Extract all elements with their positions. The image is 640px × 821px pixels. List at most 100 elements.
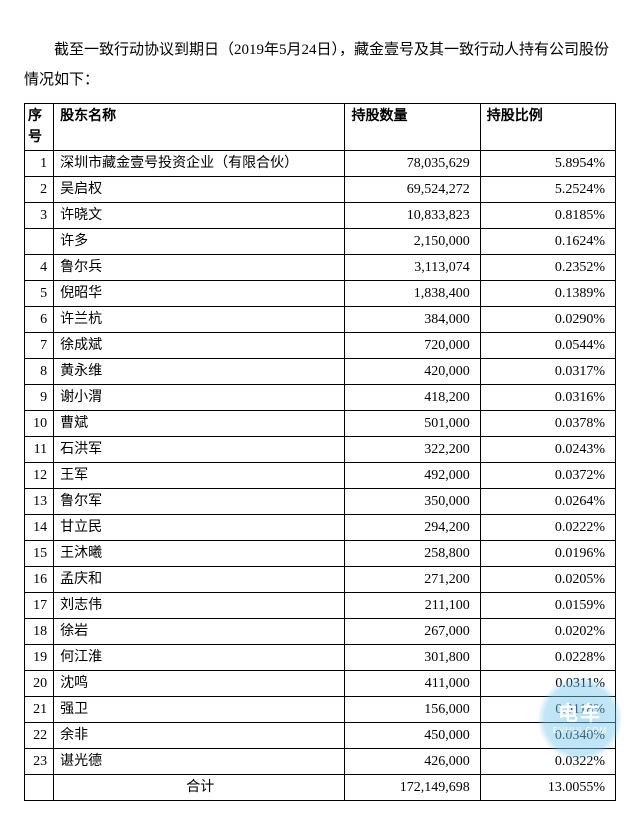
cell-index: 9 <box>25 385 54 411</box>
cell-name: 曹斌 <box>54 411 345 437</box>
cell-percent: 13.0055% <box>480 775 615 801</box>
table-row: 5倪昭华1,838,4000.1389% <box>25 281 616 307</box>
cell-quantity: 2,150,000 <box>345 229 480 255</box>
cell-index <box>25 775 54 801</box>
table-row: 22余非450,0000.0340% <box>25 723 616 749</box>
shareholder-table: 序号 股东名称 持股数量 持股比例 1深圳市藏金壹号投资企业（有限合伙）78,0… <box>24 103 616 801</box>
cell-name: 谢小渭 <box>54 385 345 411</box>
cell-percent: 0.1624% <box>480 229 615 255</box>
cell-index: 21 <box>25 697 54 723</box>
table-row: 6许兰杭384,0000.0290% <box>25 307 616 333</box>
cell-percent: 0.0372% <box>480 463 615 489</box>
cell-quantity: 3,113,074 <box>345 255 480 281</box>
cell-index: 22 <box>25 723 54 749</box>
cell-index: 14 <box>25 515 54 541</box>
cell-percent: 0.0317% <box>480 359 615 385</box>
cell-name: 何江淮 <box>54 645 345 671</box>
cell-name: 徐成斌 <box>54 333 345 359</box>
cell-percent: 0.0118% <box>480 697 615 723</box>
cell-percent: 0.0544% <box>480 333 615 359</box>
col-header-quantity: 持股数量 <box>345 104 480 151</box>
col-header-name: 股东名称 <box>54 104 345 151</box>
table-row: 4鲁尔兵3,113,0740.2352% <box>25 255 616 281</box>
cell-percent: 0.0202% <box>480 619 615 645</box>
intro-paragraph: 截至一致行动协议到期日（2019年5月24日），藏金壹号及其一致行动人持有公司股… <box>24 35 616 95</box>
cell-name: 孟庆和 <box>54 567 345 593</box>
table-row: 10曹斌501,0000.0378% <box>25 411 616 437</box>
cell-percent: 0.0290% <box>480 307 615 333</box>
cell-name: 王军 <box>54 463 345 489</box>
cell-index: 1 <box>25 151 54 177</box>
table-row: 14甘立民294,2000.0222% <box>25 515 616 541</box>
cell-index: 4 <box>25 255 54 281</box>
cell-percent: 0.0378% <box>480 411 615 437</box>
cell-index: 5 <box>25 281 54 307</box>
cell-index: 23 <box>25 749 54 775</box>
cell-quantity: 720,000 <box>345 333 480 359</box>
cell-name: 许多 <box>54 229 345 255</box>
cell-quantity: 350,000 <box>345 489 480 515</box>
cell-percent: 0.0311% <box>480 671 615 697</box>
table-total-row: 合计172,149,69813.0055% <box>25 775 616 801</box>
cell-percent: 0.8185% <box>480 203 615 229</box>
cell-quantity: 426,000 <box>345 749 480 775</box>
table-row: 15王沐曦258,8000.0196% <box>25 541 616 567</box>
cell-total-label: 合计 <box>54 775 345 801</box>
table-row: 1深圳市藏金壹号投资企业（有限合伙）78,035,6295.8954% <box>25 151 616 177</box>
cell-percent: 0.0264% <box>480 489 615 515</box>
cell-index: 8 <box>25 359 54 385</box>
cell-name: 石洪军 <box>54 437 345 463</box>
cell-percent: 0.0243% <box>480 437 615 463</box>
col-header-index: 序号 <box>25 104 54 151</box>
cell-percent: 0.0340% <box>480 723 615 749</box>
table-header-row: 序号 股东名称 持股数量 持股比例 <box>25 104 616 151</box>
cell-index <box>25 229 54 255</box>
cell-name: 王沐曦 <box>54 541 345 567</box>
table-row: 12王军492,0000.0372% <box>25 463 616 489</box>
table-row: 2吴启权69,524,2725.2524% <box>25 177 616 203</box>
cell-name: 黄永维 <box>54 359 345 385</box>
cell-quantity: 322,200 <box>345 437 480 463</box>
cell-quantity: 1,838,400 <box>345 281 480 307</box>
cell-name: 深圳市藏金壹号投资企业（有限合伙） <box>54 151 345 177</box>
cell-quantity: 501,000 <box>345 411 480 437</box>
cell-index: 12 <box>25 463 54 489</box>
cell-index: 11 <box>25 437 54 463</box>
cell-index: 10 <box>25 411 54 437</box>
cell-quantity: 10,833,823 <box>345 203 480 229</box>
cell-index: 6 <box>25 307 54 333</box>
table-row: 3许晓文10,833,8230.8185% <box>25 203 616 229</box>
cell-name: 鲁尔军 <box>54 489 345 515</box>
cell-percent: 5.2524% <box>480 177 615 203</box>
table-row: 21强卫156,0000.0118% <box>25 697 616 723</box>
cell-percent: 0.0222% <box>480 515 615 541</box>
table-row: 20沈鸣411,0000.0311% <box>25 671 616 697</box>
cell-quantity: 294,200 <box>345 515 480 541</box>
cell-percent: 0.1389% <box>480 281 615 307</box>
table-row: 11石洪军322,2000.0243% <box>25 437 616 463</box>
cell-percent: 0.0159% <box>480 593 615 619</box>
cell-index: 17 <box>25 593 54 619</box>
table-row: 8黄永维420,0000.0317% <box>25 359 616 385</box>
cell-quantity: 450,000 <box>345 723 480 749</box>
cell-percent: 5.8954% <box>480 151 615 177</box>
cell-index: 3 <box>25 203 54 229</box>
cell-quantity: 267,000 <box>345 619 480 645</box>
cell-name: 倪昭华 <box>54 281 345 307</box>
cell-quantity: 172,149,698 <box>345 775 480 801</box>
table-row: 9谢小渭418,2000.0316% <box>25 385 616 411</box>
cell-index: 7 <box>25 333 54 359</box>
cell-index: 15 <box>25 541 54 567</box>
cell-name: 许兰杭 <box>54 307 345 333</box>
cell-name: 鲁尔兵 <box>54 255 345 281</box>
cell-percent: 0.0196% <box>480 541 615 567</box>
table-row: 7徐成斌720,0000.0544% <box>25 333 616 359</box>
cell-name: 许晓文 <box>54 203 345 229</box>
col-header-percent: 持股比例 <box>480 104 615 151</box>
cell-quantity: 78,035,629 <box>345 151 480 177</box>
cell-name: 强卫 <box>54 697 345 723</box>
cell-percent: 0.0205% <box>480 567 615 593</box>
cell-quantity: 420,000 <box>345 359 480 385</box>
cell-index: 19 <box>25 645 54 671</box>
cell-quantity: 384,000 <box>345 307 480 333</box>
